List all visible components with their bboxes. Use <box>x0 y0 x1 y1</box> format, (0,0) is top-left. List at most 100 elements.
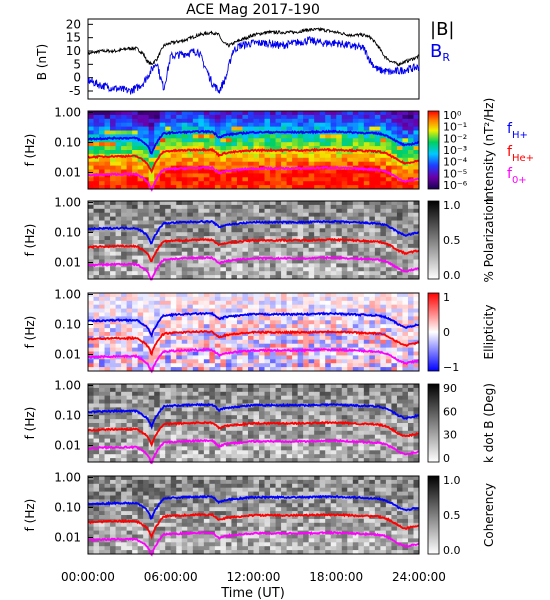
cell <box>391 118 398 124</box>
cell <box>347 438 354 443</box>
cell <box>187 458 194 463</box>
cell <box>121 359 128 364</box>
cell <box>165 208 172 214</box>
cell <box>253 363 260 368</box>
cell <box>126 442 133 447</box>
intensity-ytick-0: 1.00 <box>54 106 81 120</box>
cell <box>176 430 183 436</box>
cell <box>363 407 370 412</box>
cell <box>380 204 387 210</box>
cell <box>132 118 139 124</box>
cell <box>154 240 161 245</box>
cell <box>110 430 116 436</box>
cell <box>110 232 116 237</box>
cell <box>303 259 310 264</box>
cell <box>314 232 321 237</box>
cell <box>181 275 188 280</box>
cell <box>126 130 133 135</box>
cell <box>154 224 161 229</box>
cell <box>330 300 337 306</box>
cell <box>303 236 310 241</box>
cell <box>231 271 238 276</box>
cell <box>341 434 348 439</box>
cell <box>259 407 265 412</box>
cell <box>242 247 249 253</box>
cell <box>148 181 155 186</box>
cell <box>137 153 144 159</box>
cell <box>154 454 161 459</box>
cell <box>303 419 310 424</box>
cell <box>93 426 100 432</box>
cell <box>259 138 265 143</box>
cell <box>159 391 166 397</box>
cell <box>297 161 304 166</box>
cell <box>292 118 299 124</box>
cell <box>247 355 254 360</box>
cell <box>198 384 205 389</box>
cell <box>214 450 221 455</box>
cell <box>148 204 155 210</box>
cell <box>104 503 111 508</box>
cell <box>358 224 365 229</box>
cell <box>407 411 414 416</box>
cell <box>132 403 139 408</box>
cell <box>341 240 348 245</box>
cell <box>187 232 194 237</box>
cell <box>330 208 337 214</box>
cell <box>126 263 133 268</box>
cell <box>347 201 354 206</box>
cell <box>259 122 265 127</box>
cell <box>275 181 282 186</box>
cell <box>402 304 409 309</box>
cell <box>385 328 392 333</box>
ellipticity-ylabel: f (Hz) <box>23 316 37 349</box>
cell <box>225 308 232 313</box>
cell <box>88 316 94 321</box>
cell <box>192 320 199 325</box>
cell <box>99 411 105 416</box>
cell <box>137 367 144 372</box>
cell <box>391 142 398 147</box>
cell <box>330 201 337 206</box>
cell <box>121 387 128 393</box>
cell <box>292 316 299 321</box>
cell <box>303 204 310 210</box>
cell <box>396 324 403 329</box>
cell <box>374 153 381 159</box>
cell <box>385 434 392 439</box>
cell <box>198 391 205 397</box>
cell <box>170 296 177 302</box>
cell <box>176 259 183 264</box>
cell <box>225 122 232 127</box>
cell <box>159 347 166 352</box>
cell <box>281 122 287 127</box>
cell <box>126 308 133 313</box>
cell <box>286 391 293 397</box>
cell <box>198 220 205 225</box>
cell <box>203 153 210 159</box>
cell <box>132 363 139 368</box>
cell <box>104 118 111 124</box>
cell <box>270 201 276 206</box>
cell <box>407 165 414 170</box>
cell <box>281 384 287 389</box>
cell <box>225 454 232 459</box>
cell <box>236 300 243 306</box>
cell <box>341 111 348 116</box>
cell <box>181 304 188 309</box>
cell <box>93 411 100 416</box>
cell <box>407 446 414 451</box>
cell <box>369 142 376 147</box>
cell <box>165 395 172 400</box>
cell <box>110 201 116 206</box>
cell <box>148 247 155 253</box>
cell <box>165 185 172 190</box>
cell <box>121 216 128 221</box>
cell <box>198 332 205 337</box>
cell <box>93 204 100 210</box>
cell <box>270 247 276 253</box>
cell <box>297 300 304 306</box>
cell <box>341 275 348 280</box>
cell <box>402 177 409 182</box>
cell <box>132 399 139 404</box>
